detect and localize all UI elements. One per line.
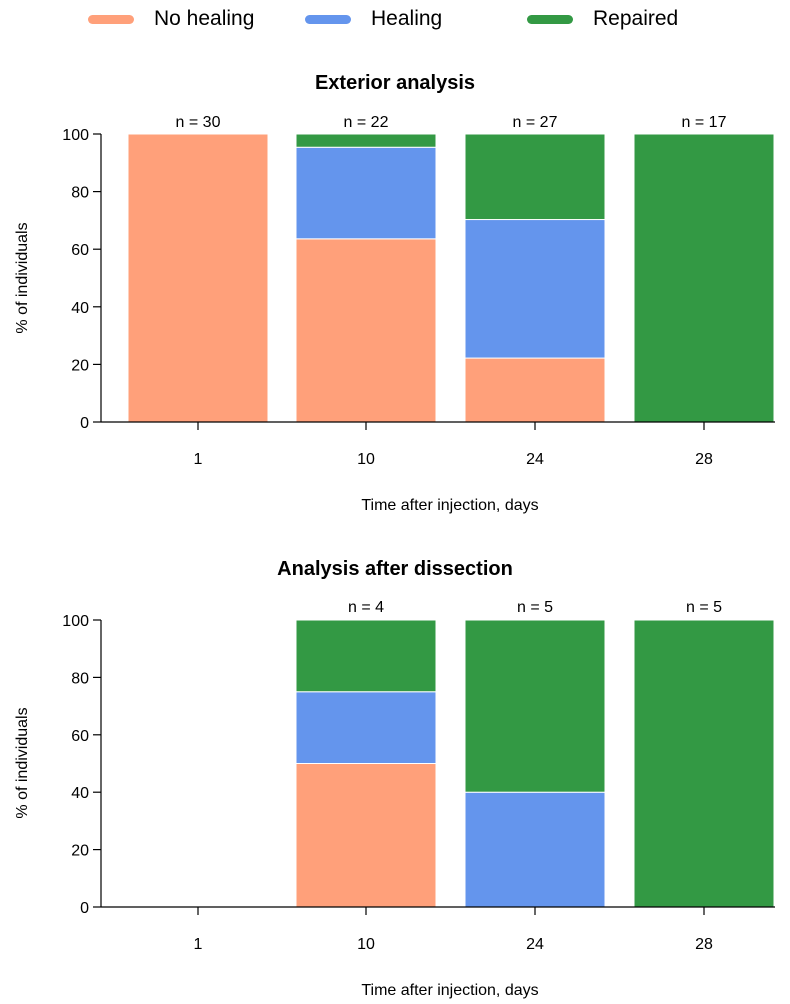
y-axis-label: % of individuals (14, 222, 31, 333)
legend-swatch-healing (305, 14, 351, 24)
legend-item-repaired: Repaired (527, 6, 678, 32)
x-tick-label: 24 (526, 936, 544, 953)
chart-1: Exterior analysis n = 30 n = 22 n = 27 n = 1… (14, 72, 775, 514)
n-label: n = 5 (517, 599, 553, 616)
x-tick-label: 28 (695, 936, 713, 953)
x-tick-label: 1 (194, 451, 203, 468)
legend-swatch-no-healing (88, 14, 134, 24)
legend-label-healing: Healing (371, 7, 443, 30)
y-tick-label: 40 (71, 300, 89, 317)
x-tick-label: 1 (194, 936, 203, 953)
x-tick-label: 24 (526, 451, 544, 468)
y-axis-label: % of individuals (14, 707, 31, 818)
n-label: n = 5 (686, 599, 722, 616)
bar-segment-repaired-24 (464, 133, 606, 221)
chart-2: Analysis after dissection n = 4 n = 5 n = 5… (14, 558, 775, 999)
y-tick-label: 80 (71, 185, 89, 202)
bar-segment-repaired-28 (633, 619, 775, 908)
legend-label-no-healing: No healing (154, 7, 255, 30)
y-tick-label: 80 (71, 670, 89, 687)
x-axis-label: Time after injection, days (361, 982, 538, 999)
n-label: n = 17 (682, 114, 727, 131)
n-label: n = 22 (344, 114, 389, 131)
chart-title: Analysis after dissection (277, 558, 513, 580)
bar-segment-no-healing-10 (295, 238, 437, 423)
x-tick-label: 10 (357, 451, 375, 468)
y-tick-label: 0 (80, 900, 89, 917)
legend-item-healing: Healing (305, 6, 442, 32)
n-label: n = 27 (513, 114, 558, 131)
n-label: n = 4 (348, 599, 384, 616)
bar-segment-healing-10 (295, 146, 437, 240)
y-tick-label: 60 (71, 728, 89, 745)
bar-segment-healing-10 (295, 691, 437, 764)
x-tick-label: 28 (695, 451, 713, 468)
bar-segment-no-healing-1 (127, 133, 269, 423)
y-tick-label: 20 (71, 357, 89, 374)
chart-title: Exterior analysis (315, 72, 475, 94)
bar-segment-repaired-10 (295, 133, 437, 148)
bar-segment-no-healing-10 (295, 763, 437, 908)
legend-label-repaired: Repaired (593, 7, 679, 30)
y-tick-label: 0 (80, 415, 89, 432)
bar-segment-repaired-10 (295, 619, 437, 693)
y-tick-label: 60 (71, 242, 89, 259)
y-tick-label: 100 (62, 127, 89, 144)
y-tick-label: 20 (71, 843, 89, 860)
y-tick-label: 100 (62, 613, 89, 630)
legend-swatch-repaired (527, 14, 573, 24)
legend-item-no-healing: No healing (88, 6, 254, 32)
x-tick-label: 10 (357, 936, 375, 953)
bar-segment-healing-24 (464, 791, 606, 908)
bar-segment-repaired-28 (633, 133, 775, 423)
bar-segment-healing-24 (464, 219, 606, 359)
y-tick-label: 40 (71, 785, 89, 802)
bar-segment-repaired-24 (464, 619, 606, 793)
n-label: n = 30 (176, 114, 221, 131)
x-axis-label: Time after injection, days (361, 497, 538, 514)
bar-segment-no-healing-24 (464, 357, 606, 423)
legend: No healing Healing Repaired (0, 0, 790, 40)
